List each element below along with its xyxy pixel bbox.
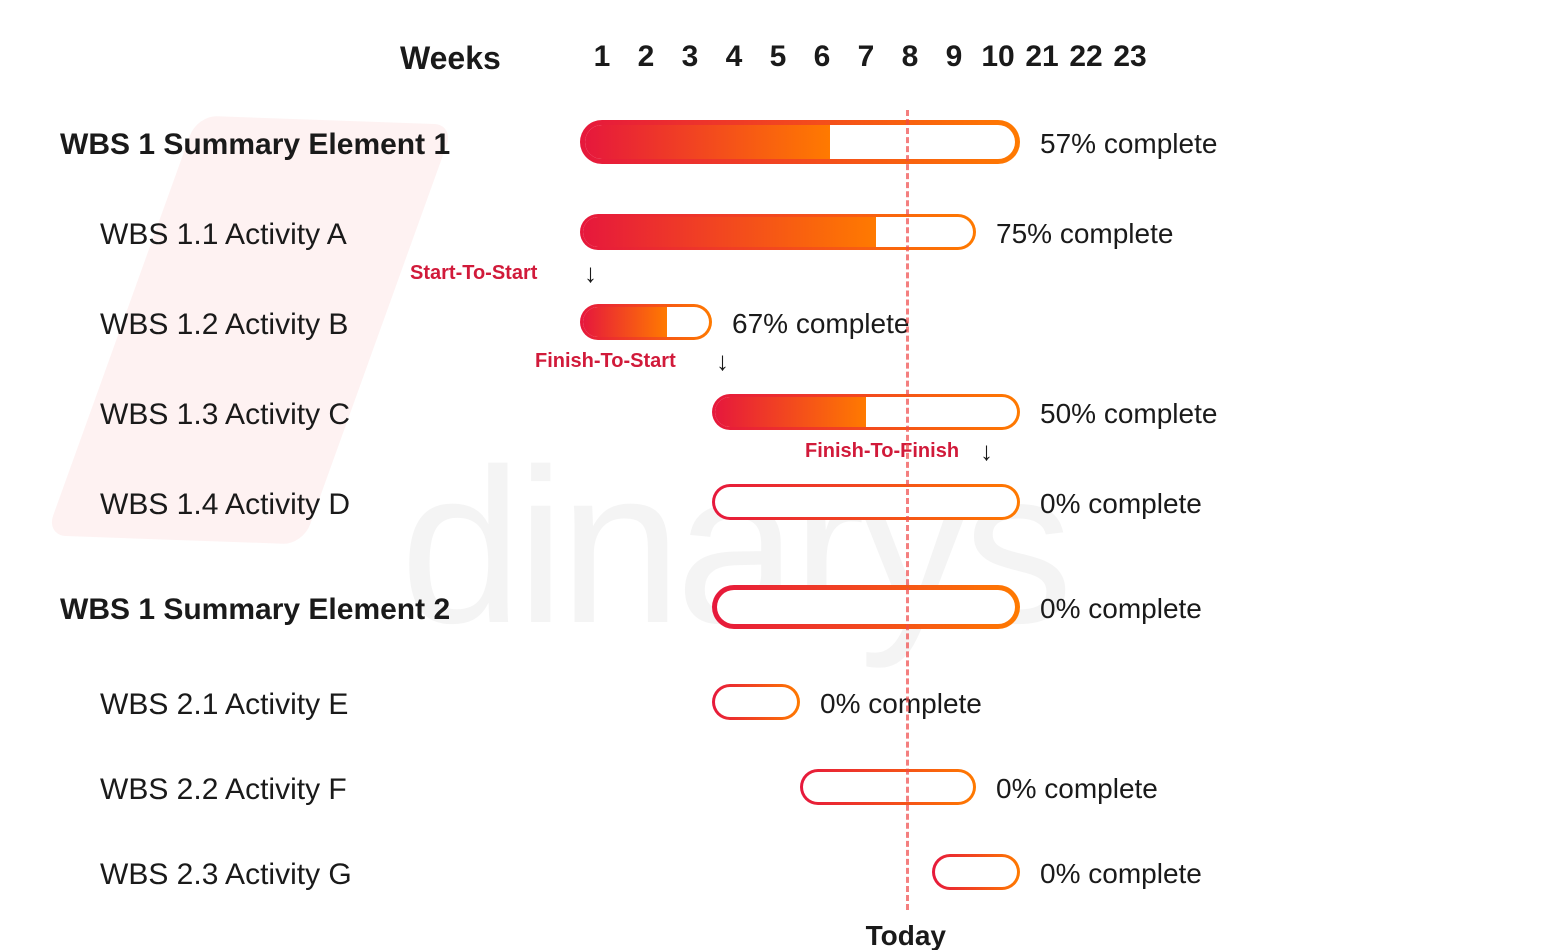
dependency-arrow-icon: ↓ — [980, 436, 993, 467]
pct-label: 50% complete — [1040, 398, 1217, 430]
pct-label: 0% complete — [820, 688, 982, 720]
week-tick: 5 — [756, 40, 800, 74]
gantt-row-a13: WBS 1.3 Activity C 50% complete — [60, 390, 1490, 440]
week-tick: 10 — [976, 40, 1020, 74]
weeks-label: Weeks — [400, 40, 501, 77]
bar-outline — [712, 394, 1020, 430]
pct-label: 0% complete — [1040, 488, 1202, 520]
bar-outline — [712, 684, 800, 720]
row-label: WBS 1.3 Activity C — [100, 398, 350, 432]
gantt-row-a21: WBS 2.1 Activity E 0% complete — [60, 680, 1490, 730]
week-tick: 9 — [932, 40, 976, 74]
gantt-row-a23: WBS 2.3 Activity G 0% complete — [60, 850, 1490, 900]
week-tick: 7 — [844, 40, 888, 74]
week-tick: 3 — [668, 40, 712, 74]
row-label: WBS 1.1 Activity A — [100, 218, 347, 252]
pct-label: 0% complete — [996, 773, 1158, 805]
row-label: WBS 2.2 Activity F — [100, 773, 347, 807]
gantt-row-wbs1: WBS 1 Summary Element 1 57% complete — [60, 120, 1490, 170]
bar-fill — [583, 307, 667, 337]
row-label: WBS 1 Summary Element 2 — [60, 593, 450, 627]
row-label: WBS 2.3 Activity G — [100, 858, 352, 892]
gantt-chart: Weeks 12345678910212223 WBS 1 Summary El… — [60, 30, 1490, 920]
bar-outline — [800, 769, 976, 805]
gantt-row-a22: WBS 2.2 Activity F 0% complete — [60, 765, 1490, 815]
bar-fill — [585, 125, 830, 159]
row-label: WBS 1.4 Activity D — [100, 488, 350, 522]
row-label: WBS 1.2 Activity B — [100, 308, 348, 342]
bar-fill — [715, 397, 866, 427]
dependency-arrow-icon: ↓ — [584, 258, 597, 289]
week-tick: 1 — [580, 40, 624, 74]
dependency-label: Finish-To-Start — [535, 350, 676, 373]
bar-outline — [712, 484, 1020, 520]
dependency-label: Finish-To-Finish — [805, 440, 959, 463]
today-label: Today — [866, 920, 946, 950]
pct-label: 67% complete — [732, 308, 909, 340]
bar-outline — [580, 214, 976, 250]
pct-label: 0% complete — [1040, 858, 1202, 890]
week-tick: 4 — [712, 40, 756, 74]
bar-outline — [712, 585, 1020, 629]
gantt-row-a14: WBS 1.4 Activity D 0% complete — [60, 480, 1490, 530]
weeks-header-row: Weeks 12345678910212223 — [60, 30, 1490, 90]
week-tick: 8 — [888, 40, 932, 74]
bar-outline — [580, 304, 712, 340]
bar-outline — [580, 120, 1020, 164]
week-tick: 2 — [624, 40, 668, 74]
gantt-row-a11: WBS 1.1 Activity A 75% complete — [60, 210, 1490, 260]
week-tick: 22 — [1064, 40, 1108, 74]
gantt-row-wbs2: WBS 1 Summary Element 2 0% complete — [60, 585, 1490, 635]
gantt-row-a12: WBS 1.2 Activity B 67% complete — [60, 300, 1490, 350]
pct-label: 75% complete — [996, 218, 1173, 250]
bar-outline — [932, 854, 1020, 890]
dependency-arrow-icon: ↓ — [716, 346, 729, 377]
week-tick: 21 — [1020, 40, 1064, 74]
bar-fill — [583, 217, 876, 247]
week-tick: 23 — [1108, 40, 1152, 74]
dependency-label: Start-To-Start — [410, 262, 537, 285]
pct-label: 57% complete — [1040, 128, 1217, 160]
today-line — [906, 110, 909, 910]
row-label: WBS 1 Summary Element 1 — [60, 128, 450, 162]
pct-label: 0% complete — [1040, 593, 1202, 625]
row-label: WBS 2.1 Activity E — [100, 688, 348, 722]
week-tick: 6 — [800, 40, 844, 74]
